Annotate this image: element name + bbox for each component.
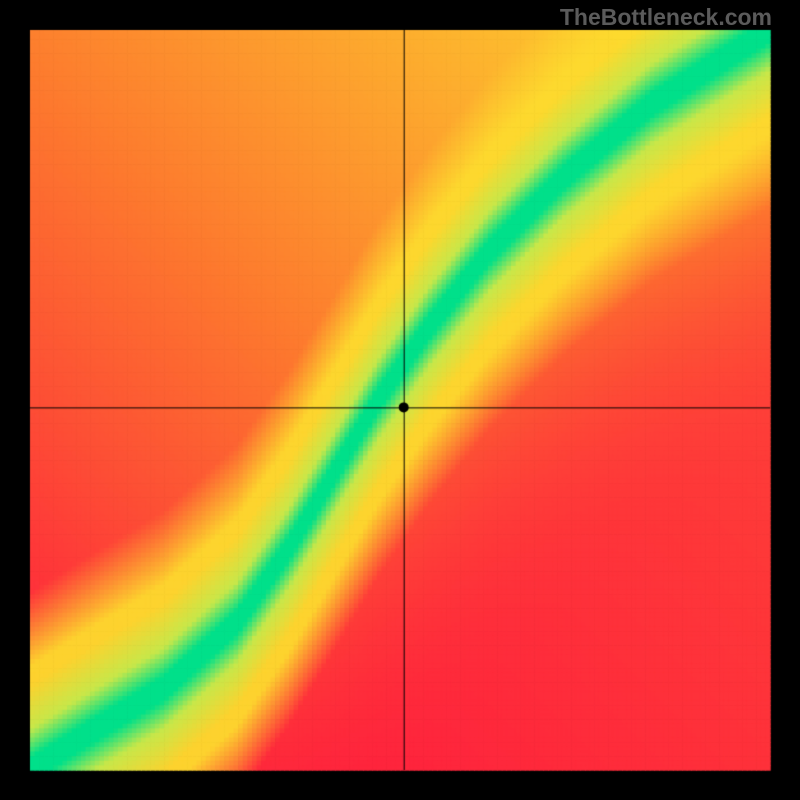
bottleneck-heatmap — [0, 0, 800, 800]
